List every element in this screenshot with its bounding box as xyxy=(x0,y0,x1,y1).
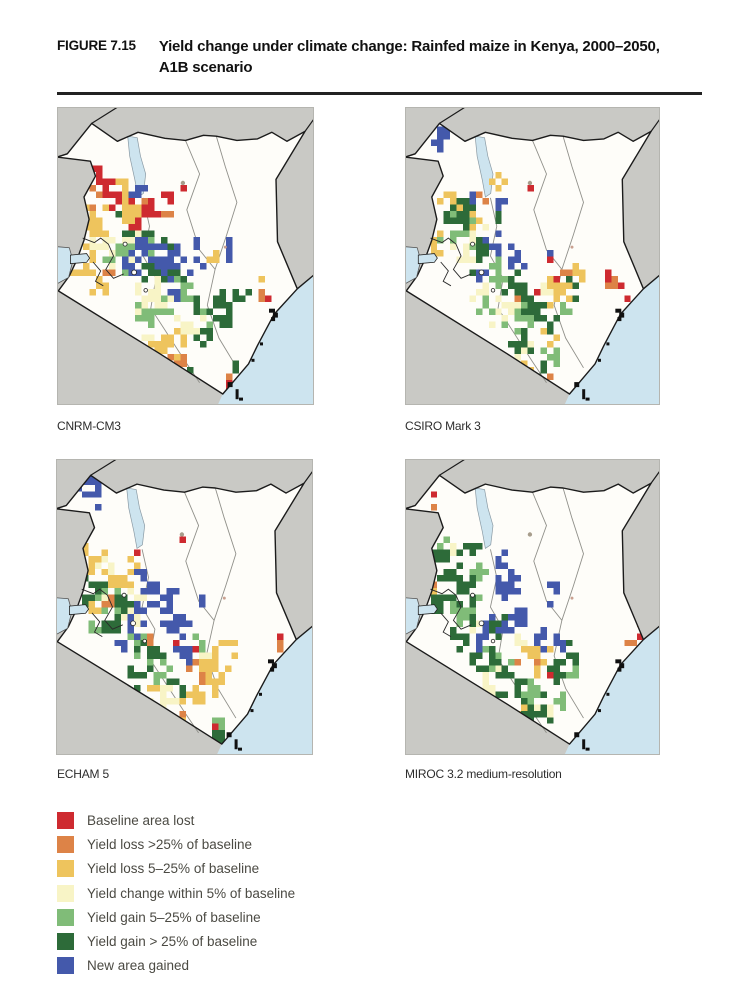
legend-item-within-5: Yield change within 5% of baseline xyxy=(57,884,477,902)
kenya-map-cnrm-cm3 xyxy=(57,107,314,405)
figure-header: FIGURE 7.15 Yield change under climate c… xyxy=(57,36,702,78)
legend-label: Yield gain > 25% of baseline xyxy=(87,933,258,949)
map-label-miroc32: MIROC 3.2 medium-resolution xyxy=(405,767,562,781)
legend-swatch-dark-green xyxy=(57,932,74,950)
map-panel-csiro-mark3 xyxy=(405,107,660,405)
kenya-map-csiro-mark3 xyxy=(405,107,660,405)
figure-number: FIGURE 7.15 xyxy=(57,38,136,53)
legend-swatch-orange xyxy=(57,836,74,854)
map-label-echam5: ECHAM 5 xyxy=(57,767,109,781)
map-label-csiro-mark3: CSIRO Mark 3 xyxy=(405,419,481,433)
figure-title: Yield change under climate change: Rainf… xyxy=(158,38,660,76)
header-divider xyxy=(57,92,702,95)
map-panel-echam5 xyxy=(56,459,313,755)
legend-swatch-blue xyxy=(57,957,74,975)
legend-swatch-light-green xyxy=(57,908,74,926)
legend-label: New area gained xyxy=(87,958,190,974)
legend-item-yield-loss-25: Yield loss >25% of baseline xyxy=(57,836,477,854)
legend-label: Yield change within 5% of baseline xyxy=(87,885,296,901)
legend-swatch-red xyxy=(57,812,74,829)
map-label-cnrm-cm3: CNRM-CM3 xyxy=(57,419,121,433)
legend-label: Yield loss 5–25% of baseline xyxy=(87,861,260,877)
kenya-map-echam5 xyxy=(56,459,313,755)
legend-label: Yield loss >25% of baseline xyxy=(87,837,252,853)
kenya-map-miroc32 xyxy=(405,459,660,755)
legend-label: Yield gain 5–25% of baseline xyxy=(87,909,261,925)
legend-swatch-pale-yellow xyxy=(57,884,74,902)
map-panel-cnrm-cm3 xyxy=(57,107,314,405)
legend-item-yield-loss-5-25: Yield loss 5–25% of baseline xyxy=(57,860,477,878)
legend-swatch-yellow xyxy=(57,860,74,878)
legend-item-new-area: New area gained xyxy=(57,957,477,975)
legend-item-baseline-lost: Baseline area lost xyxy=(57,812,477,829)
map-panel-miroc32 xyxy=(405,459,660,755)
legend-item-yield-gain-5-25: Yield gain 5–25% of baseline xyxy=(57,908,477,926)
legend-item-yield-gain-25: Yield gain > 25% of baseline xyxy=(57,932,477,950)
legend: Baseline area lost Yield loss >25% of ba… xyxy=(57,812,477,981)
legend-label: Baseline area lost xyxy=(87,813,195,828)
